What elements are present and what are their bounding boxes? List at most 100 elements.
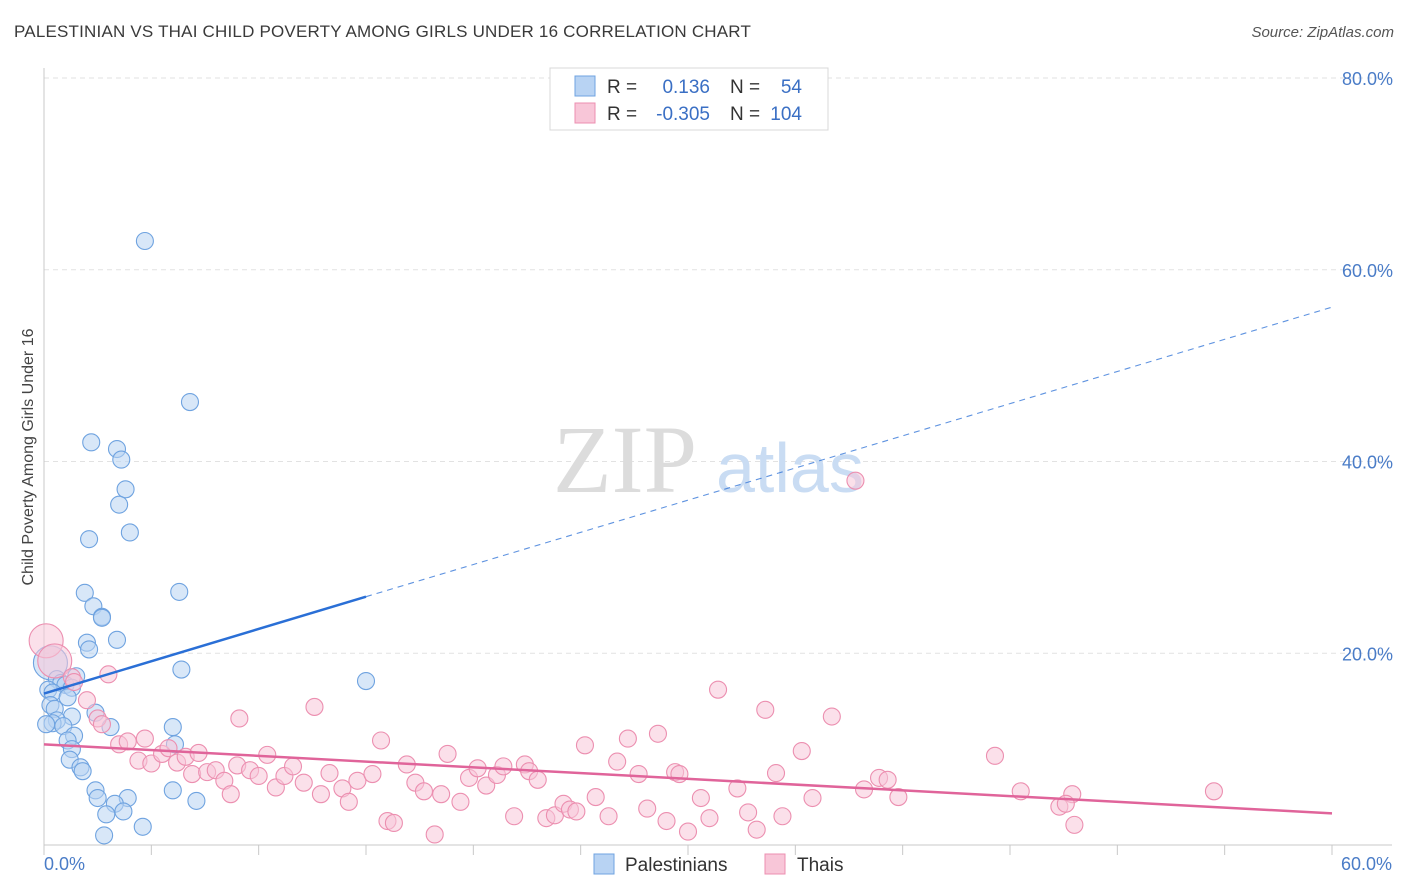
point-thais: [629, 765, 648, 784]
point-thais: [638, 799, 657, 818]
point-thais: [230, 709, 249, 728]
point-palestinians: [82, 433, 101, 452]
point-thais: [792, 741, 811, 761]
point-thais: [889, 788, 908, 807]
point-thais: [305, 697, 324, 716]
point-palestinians: [80, 640, 99, 659]
watermark-zip: ZIP: [553, 406, 697, 513]
point-thais: [803, 788, 822, 808]
tick-labels: 20.0% 40.0% 60.0% 80.0% 0.0% 60.0%: [44, 69, 1393, 874]
point-thais: [320, 764, 339, 783]
point-thais: [618, 729, 637, 748]
point-palestinians: [112, 450, 131, 469]
point-thais: [283, 757, 303, 776]
stats-legend-n-value: 54: [781, 77, 803, 98]
stats-legend-swatch-palestinians: [574, 75, 596, 97]
point-thais: [451, 792, 470, 811]
point-thais: [384, 813, 403, 832]
y-axis-label: Child Poverty Among Girls Under 16: [20, 328, 37, 585]
point-palestinians: [114, 802, 133, 821]
point-thais: [773, 807, 792, 826]
point-thais: [846, 471, 865, 490]
stats-legend: R = 0.136 N = 54 R = -0.305 N = 104: [549, 67, 829, 131]
point-thais: [670, 765, 689, 784]
point-palestinians: [180, 393, 200, 412]
stats-legend-r-value: 0.136: [662, 77, 710, 98]
trend-line-palestinians: [43, 595, 367, 695]
point-thais: [739, 803, 758, 822]
point-palestinians: [75, 583, 94, 602]
legend-swatch-thais[interactable]: [764, 853, 786, 875]
point-palestinians: [120, 523, 139, 542]
point-thais: [756, 700, 775, 719]
stats-legend-r-label: R =: [607, 77, 637, 98]
stats-legend-swatch-thais: [574, 102, 596, 124]
point-palestinians: [107, 630, 127, 649]
trend-lines: [43, 306, 1333, 815]
stats-legend-n-label: N =: [730, 104, 760, 125]
point-thais: [505, 807, 524, 826]
gridlines: [44, 77, 1392, 654]
stats-legend-r-label: R =: [607, 104, 637, 125]
point-thais: [135, 729, 154, 748]
point-thais: [528, 770, 547, 789]
x-tick-label: 0.0%: [44, 854, 85, 874]
point-palestinians: [172, 660, 191, 679]
point-palestinians: [110, 495, 129, 514]
point-thais: [77, 691, 96, 710]
point-palestinians: [187, 791, 206, 810]
point-thais: [878, 770, 897, 789]
point-thais: [425, 825, 444, 844]
point-palestinians: [163, 718, 182, 737]
y-tick-label: 60.0%: [1342, 261, 1393, 281]
point-palestinians: [80, 530, 99, 549]
trend-line-palestinians-extrapolated: [365, 306, 1333, 598]
point-thais: [608, 752, 627, 771]
point-thais: [648, 724, 667, 743]
point-thais: [432, 785, 451, 804]
point-palestinians: [163, 781, 182, 800]
watermark: ZIP atlas: [553, 406, 864, 513]
legend-label-palestinians[interactable]: Palestinians: [625, 855, 727, 876]
point-thais: [438, 744, 457, 763]
point-thais: [709, 680, 728, 699]
stats-legend-r-value: -0.305: [656, 104, 710, 125]
point-thais: [311, 785, 330, 804]
point-thais: [37, 643, 73, 679]
point-thais: [1204, 782, 1223, 801]
point-palestinians: [73, 762, 92, 781]
data-points: [28, 231, 1223, 845]
point-palestinians: [88, 788, 107, 808]
point-thais: [1065, 815, 1084, 834]
legend-label-thais[interactable]: Thais: [797, 855, 843, 876]
point-thais: [678, 822, 698, 841]
point-palestinians: [95, 826, 114, 845]
y-tick-label: 80.0%: [1342, 69, 1393, 89]
point-thais: [586, 788, 605, 807]
point-thais: [747, 820, 766, 839]
stats-legend-n-value: 104: [770, 104, 802, 125]
point-thais: [700, 809, 719, 828]
point-thais: [691, 788, 710, 808]
point-palestinians: [97, 805, 116, 824]
point-thais: [494, 757, 513, 776]
chart-title: PALESTINIAN VS THAI CHILD POVERTY AMONG …: [14, 22, 752, 41]
legend-swatch-palestinians[interactable]: [593, 853, 615, 875]
point-thais: [348, 771, 367, 790]
point-thais: [294, 773, 313, 792]
point-thais: [599, 807, 618, 826]
point-thais: [985, 746, 1005, 765]
point-thais: [183, 765, 202, 784]
point-thais: [249, 766, 268, 786]
chart-source: Source: ZipAtlas.com: [1251, 24, 1394, 41]
point-palestinians: [116, 480, 135, 499]
point-palestinians: [58, 688, 77, 707]
point-thais: [363, 765, 382, 784]
point-thais: [567, 802, 586, 821]
point-thais: [414, 782, 434, 801]
point-thais: [371, 731, 391, 750]
y-tick-label: 20.0%: [1342, 644, 1393, 664]
point-thais: [766, 764, 786, 783]
point-thais: [221, 785, 240, 804]
